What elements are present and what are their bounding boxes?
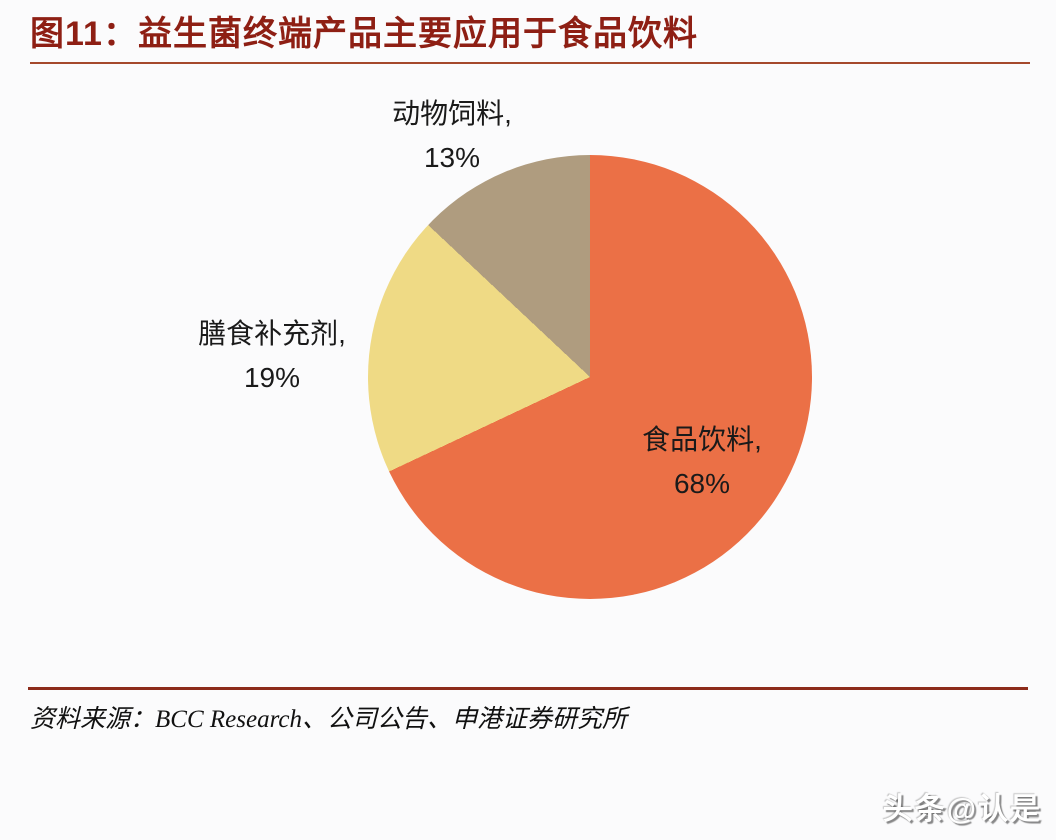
pie-label-animal-feed-name: 动物饲料, <box>392 98 512 129</box>
pie-label-animal-feed-value: 13% <box>423 142 481 173</box>
pie-label-dietary-supplement: 膳食补充剂, 19% <box>152 312 392 400</box>
pie-label-dietary-supplement-value: 19% <box>243 362 301 393</box>
title-underline <box>30 62 1030 64</box>
pie-label-food-beverage-value: 68% <box>673 468 731 499</box>
pie-label-animal-feed: 动物饲料, 13% <box>332 92 572 180</box>
footer-divider <box>28 687 1028 690</box>
figure-title: 图11：益生菌终端产品主要应用于食品饮料 <box>30 15 698 53</box>
pie-label-food-beverage: 食品饮料, 68% <box>582 418 822 506</box>
source-attribution: 资料来源：BCC Research、公司公告、申港证券研究所 <box>30 706 627 733</box>
pie-label-dietary-supplement-name: 膳食补充剂, <box>198 318 346 349</box>
watermark: 头条@认是 <box>882 793 1042 826</box>
pie-label-food-beverage-name: 食品饮料, <box>642 424 762 455</box>
pie-chart <box>368 155 812 599</box>
